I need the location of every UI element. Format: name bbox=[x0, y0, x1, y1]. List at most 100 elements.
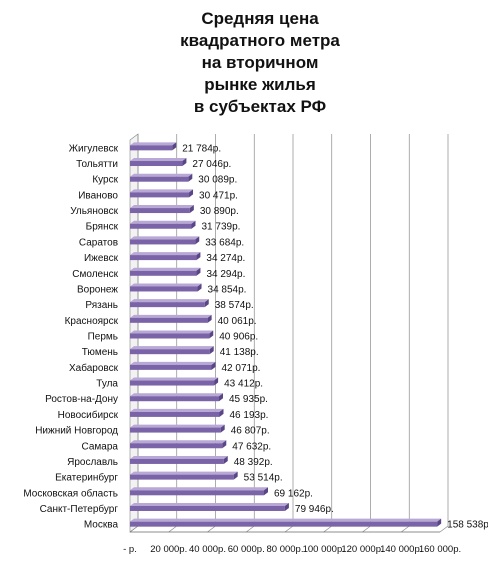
data-label: 45 935р. bbox=[229, 394, 268, 405]
gridline-floor bbox=[362, 525, 371, 533]
bar-top bbox=[130, 236, 200, 240]
bar-top bbox=[130, 518, 442, 522]
bar-end bbox=[209, 346, 214, 355]
bar-end bbox=[196, 267, 201, 276]
bar-top bbox=[130, 283, 202, 287]
data-label: 40 906р. bbox=[219, 332, 258, 343]
bar-top bbox=[130, 361, 216, 365]
bar-end bbox=[219, 408, 224, 417]
data-label: 42 071р. bbox=[222, 363, 261, 374]
bar bbox=[130, 364, 212, 370]
data-label: 33 684р. bbox=[205, 237, 244, 248]
data-label: 158 538р. bbox=[447, 520, 488, 531]
bar-top bbox=[130, 440, 227, 444]
category-label: Хабаровск bbox=[69, 362, 119, 374]
bar-top bbox=[130, 314, 212, 318]
gridline-floor bbox=[246, 525, 255, 533]
bar-top bbox=[130, 408, 224, 412]
category-label: Санкт-Петербург bbox=[40, 503, 119, 515]
gridline-floor bbox=[323, 525, 332, 533]
bar-end bbox=[220, 424, 225, 433]
bar-end bbox=[218, 393, 223, 402]
bar bbox=[130, 490, 265, 496]
bar bbox=[130, 145, 173, 151]
category-label: Иваново bbox=[78, 190, 118, 201]
x-tick-label: 20 000р. bbox=[150, 544, 187, 555]
gridline-floor bbox=[284, 525, 294, 533]
bar bbox=[130, 176, 189, 182]
bar-end bbox=[172, 142, 177, 151]
bar-top bbox=[130, 393, 223, 397]
bar-end bbox=[284, 502, 289, 511]
data-label: 38 574р. bbox=[215, 300, 254, 311]
category-label: Московская область bbox=[23, 487, 118, 499]
category-label: Ульяновск bbox=[70, 206, 118, 217]
bar bbox=[130, 521, 438, 527]
bar bbox=[130, 161, 183, 167]
bar-top bbox=[130, 158, 187, 162]
bar-top bbox=[130, 205, 194, 209]
bar-top bbox=[130, 189, 194, 193]
x-tick-label: 40 000р. bbox=[189, 544, 226, 555]
data-label: 34 274р. bbox=[206, 253, 245, 264]
bar bbox=[130, 270, 197, 276]
data-label: 48 392р. bbox=[234, 457, 273, 468]
gridline-floor bbox=[168, 525, 177, 533]
x-tick-label: 60 000р. bbox=[228, 544, 265, 555]
x-tick-label: 140 000р. bbox=[380, 544, 422, 555]
bar bbox=[130, 474, 234, 480]
gridline-floor bbox=[401, 525, 410, 533]
category-label: Нижний Новгород bbox=[35, 426, 118, 437]
bar-top bbox=[130, 299, 209, 303]
category-label: Новосибирск bbox=[58, 409, 119, 421]
bar-end bbox=[189, 189, 194, 198]
bar bbox=[130, 286, 198, 292]
bar bbox=[130, 458, 224, 464]
category-label: Красноярск bbox=[65, 316, 119, 327]
category-label: Тольятти bbox=[76, 159, 118, 170]
chart-title: Средняя цена квадратного метра на вторич… bbox=[180, 9, 340, 116]
x-tick-label: 80 000р. bbox=[267, 544, 304, 555]
bar-top bbox=[130, 220, 196, 224]
data-label: 30 471р. bbox=[199, 190, 238, 201]
category-label: Брянск bbox=[86, 222, 119, 233]
bar-end bbox=[195, 236, 200, 245]
gridline-floor bbox=[439, 525, 449, 533]
x-tick-label: - р. bbox=[123, 544, 137, 555]
category-label: Саратов bbox=[79, 237, 118, 248]
data-label: 31 739р. bbox=[201, 222, 240, 233]
bar-end bbox=[211, 361, 216, 370]
bar-top bbox=[130, 487, 269, 491]
category-label: Ростов-на-Дону bbox=[45, 394, 118, 405]
bar-top bbox=[130, 377, 219, 381]
bar bbox=[130, 427, 221, 433]
data-label: 41 138р. bbox=[220, 347, 259, 358]
bar-end bbox=[209, 330, 214, 339]
bar-end bbox=[189, 205, 194, 214]
bar-end bbox=[437, 518, 442, 527]
bar-top bbox=[130, 471, 238, 475]
data-label: 34 294р. bbox=[206, 269, 245, 280]
bar bbox=[130, 317, 208, 323]
x-tick-label: 120 000р. bbox=[341, 544, 383, 555]
bar-top bbox=[130, 455, 228, 459]
bar-end bbox=[223, 455, 228, 464]
data-label: 43 412р. bbox=[224, 379, 263, 390]
data-label: 34 854р. bbox=[208, 284, 247, 295]
bar bbox=[130, 396, 219, 402]
bar-end bbox=[197, 283, 202, 292]
data-label: 79 946р. bbox=[295, 504, 334, 515]
bar-top bbox=[130, 502, 289, 506]
bar-end bbox=[222, 440, 227, 449]
category-label: Смоленск bbox=[72, 269, 118, 280]
x-tick-label: 160 000р. bbox=[419, 544, 461, 555]
category-label: Самара bbox=[82, 441, 119, 452]
data-label: 21 784р. bbox=[182, 143, 221, 154]
bar bbox=[130, 302, 205, 308]
bar-end bbox=[182, 158, 187, 167]
bar-end bbox=[214, 377, 219, 386]
category-label: Пермь bbox=[88, 332, 118, 343]
category-label: Екатеринбург bbox=[55, 472, 118, 484]
category-label: Рязань bbox=[85, 300, 118, 311]
